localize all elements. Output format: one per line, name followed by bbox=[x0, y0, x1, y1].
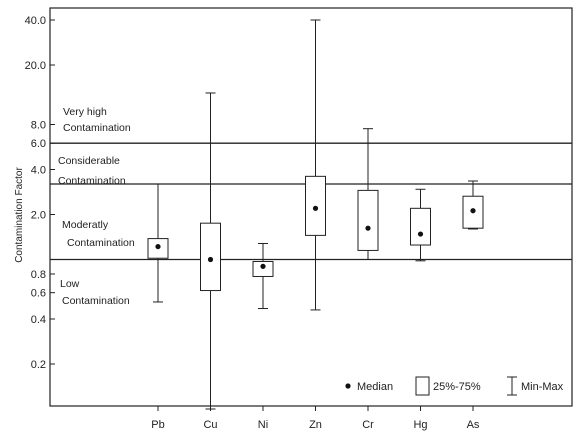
zone-label-moderate: Moderatly Contamination bbox=[62, 219, 135, 249]
box-pb bbox=[147, 183, 169, 303]
legend-median-label: Median bbox=[357, 381, 393, 393]
box-cu bbox=[200, 92, 221, 410]
y-tick-label: 6.0 bbox=[31, 138, 46, 150]
legend-median-marker bbox=[345, 383, 351, 389]
zone-label-line1: Low bbox=[60, 278, 80, 290]
zone-label-line2: Contamination bbox=[58, 175, 126, 187]
median-point bbox=[207, 256, 214, 263]
legend-box-label: 25%-75% bbox=[433, 381, 481, 393]
iqr-box bbox=[200, 222, 221, 292]
box-plot-series bbox=[147, 19, 484, 410]
box-zn bbox=[305, 19, 326, 311]
box-ni bbox=[252, 242, 274, 310]
iqr-box bbox=[357, 189, 379, 251]
x-tick-label: Cu bbox=[203, 419, 217, 431]
legend-whisker-marker bbox=[507, 376, 517, 396]
zone-label-line2: Contamination bbox=[62, 295, 130, 307]
x-tick-label: Zn bbox=[309, 419, 322, 431]
y-tick-label: 2.0 bbox=[31, 210, 46, 222]
x-tick-label: Cr bbox=[362, 419, 374, 431]
zone-label-considerable: Considerable Contamination bbox=[58, 155, 126, 187]
y-tick-label: 8.0 bbox=[31, 119, 46, 131]
legend: Median 25%-75% Min-Max bbox=[345, 376, 564, 396]
y-tick-label: 4.0 bbox=[31, 164, 46, 176]
x-tick-label: Ni bbox=[258, 419, 268, 431]
median-point bbox=[155, 243, 161, 250]
zone-label-line1: Moderatly bbox=[62, 219, 109, 231]
legend-whisker-label: Min-Max bbox=[521, 381, 564, 393]
y-tick-label: 0.4 bbox=[31, 314, 46, 326]
x-tick-label: Hg bbox=[413, 419, 427, 431]
median-point bbox=[260, 263, 266, 269]
x-axis: Pb Cu Ni Zn Cr Hg As bbox=[151, 406, 480, 431]
median-point bbox=[417, 231, 424, 237]
y-axis: 0.2 0.4 0.6 0.8 2.0 4.0 6.0 8.0 20.0 40.0 bbox=[25, 15, 55, 371]
zone-label-line1: Considerable bbox=[58, 155, 120, 167]
y-tick-label: 0.2 bbox=[31, 359, 46, 371]
zone-label-line2: Contamination bbox=[67, 237, 135, 249]
median-point bbox=[365, 225, 371, 231]
zone-label-line2: Contamination bbox=[63, 122, 131, 134]
box-cr bbox=[357, 128, 379, 261]
x-tick-label: As bbox=[467, 419, 480, 431]
zone-label-very-high: Very high Contamination bbox=[63, 106, 131, 134]
y-tick-label: 0.6 bbox=[31, 288, 46, 300]
legend-box-marker bbox=[415, 376, 430, 396]
box-hg bbox=[410, 188, 431, 262]
iqr-box bbox=[410, 207, 431, 246]
iqr-box bbox=[252, 260, 274, 277]
y-tick-label: 0.8 bbox=[31, 269, 46, 281]
median-point bbox=[470, 208, 476, 214]
zone-label-line1: Very high bbox=[63, 106, 107, 118]
y-tick-label: 40.0 bbox=[25, 15, 46, 27]
median-point bbox=[312, 205, 319, 211]
x-tick-label: Pb bbox=[151, 419, 164, 431]
box-as bbox=[462, 180, 484, 230]
y-tick-label: 20.0 bbox=[25, 60, 46, 72]
plot-frame bbox=[49, 7, 573, 407]
y-axis-label: Contamination Factor bbox=[14, 167, 25, 263]
zone-label-low: Low Contamination bbox=[60, 278, 130, 307]
